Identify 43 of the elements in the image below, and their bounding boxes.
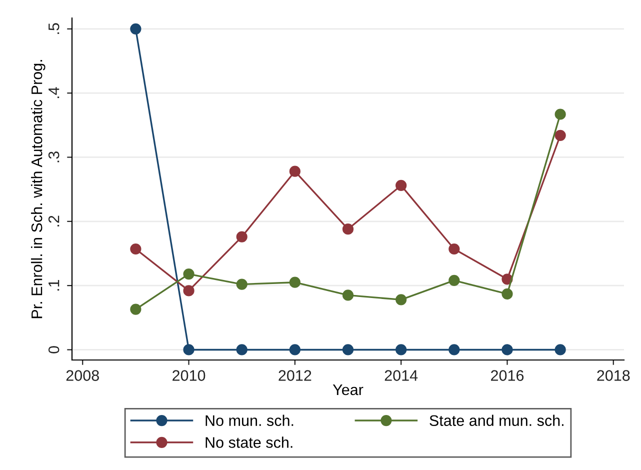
x-tick-label: 2016 [491,370,524,381]
point [342,290,354,301]
point [183,285,194,296]
point [448,243,460,255]
point [554,130,566,141]
point [289,276,300,288]
point [130,243,142,255]
legend-label: No mun. sch. [206,414,294,426]
point [396,180,407,192]
x-tick-label: 2018 [597,370,630,381]
point [236,278,248,290]
x-tick-label: 2014 [384,370,418,381]
point [289,166,300,177]
y-tick-label: .3 [48,152,60,162]
point [448,344,460,356]
point [396,294,407,306]
point [130,23,142,34]
point [502,344,513,356]
y-tick-label: .5 [48,23,60,34]
y-tick-label: .4 [48,87,60,98]
point [396,344,407,356]
y-tick-label: .2 [48,216,60,226]
point [342,344,354,356]
x-tick-label: 2012 [278,370,312,381]
y-tick-label: .1 [48,280,60,291]
point [448,274,460,286]
point [130,304,142,315]
y-tick-label: 0 [48,346,60,354]
point [183,344,194,356]
point [502,288,513,300]
legend-label: State and mun. sch. [430,414,564,426]
point [236,344,248,356]
point [554,108,566,120]
point [183,268,194,280]
point [342,224,354,235]
point [289,344,300,356]
x-tick-label: 2010 [172,370,206,381]
point [554,344,566,356]
x-tick-label: 2008 [66,370,99,381]
legend-label: No state sch. [206,436,292,448]
point [236,231,248,242]
y-axis-title: Pr. Enroll. in Sch. with Automatic Prog. [31,60,46,318]
x-axis-title: Year [332,384,364,396]
